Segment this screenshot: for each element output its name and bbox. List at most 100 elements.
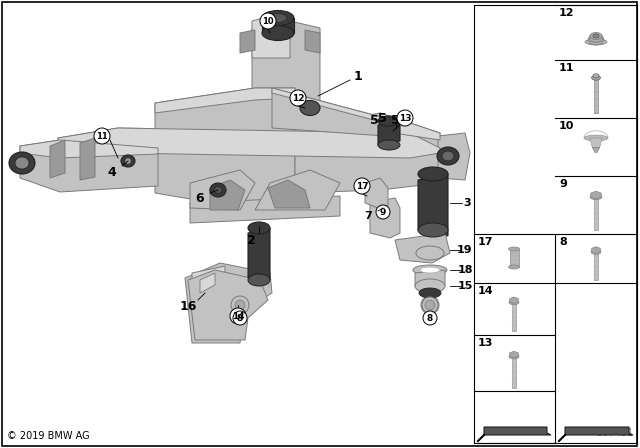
Ellipse shape <box>125 158 131 164</box>
Text: 10: 10 <box>559 121 574 131</box>
Polygon shape <box>252 13 290 58</box>
Ellipse shape <box>378 116 400 126</box>
Text: 9: 9 <box>380 207 386 216</box>
Polygon shape <box>370 198 400 238</box>
Polygon shape <box>50 140 65 178</box>
Ellipse shape <box>214 186 222 194</box>
Ellipse shape <box>590 194 602 200</box>
Polygon shape <box>58 128 440 158</box>
Ellipse shape <box>509 265 520 269</box>
Ellipse shape <box>593 74 599 78</box>
Polygon shape <box>305 30 320 53</box>
Polygon shape <box>418 174 448 236</box>
Polygon shape <box>438 133 470 180</box>
Text: 18: 18 <box>457 265 473 275</box>
Polygon shape <box>380 113 440 140</box>
Text: 17: 17 <box>478 237 493 247</box>
Text: 8: 8 <box>559 237 567 247</box>
Ellipse shape <box>420 267 440 273</box>
Circle shape <box>94 128 110 144</box>
Polygon shape <box>185 263 272 343</box>
Polygon shape <box>591 191 601 199</box>
Ellipse shape <box>416 246 444 260</box>
Ellipse shape <box>509 354 519 359</box>
Text: 3: 3 <box>463 198 471 208</box>
Circle shape <box>376 205 390 219</box>
Circle shape <box>233 311 247 325</box>
Circle shape <box>235 300 245 310</box>
Polygon shape <box>262 18 294 33</box>
Circle shape <box>230 308 246 324</box>
Text: 13: 13 <box>399 113 412 122</box>
FancyBboxPatch shape <box>509 249 518 267</box>
FancyBboxPatch shape <box>594 78 598 113</box>
Circle shape <box>421 296 439 314</box>
Polygon shape <box>378 121 400 145</box>
Polygon shape <box>509 351 518 358</box>
Ellipse shape <box>300 100 320 116</box>
Text: 507451: 507451 <box>596 428 633 438</box>
Ellipse shape <box>593 34 599 38</box>
Polygon shape <box>190 170 255 210</box>
Text: 1: 1 <box>354 69 362 82</box>
Text: 13: 13 <box>478 338 493 348</box>
Polygon shape <box>192 266 225 288</box>
Ellipse shape <box>262 10 294 26</box>
Text: 5: 5 <box>390 113 399 126</box>
Ellipse shape <box>584 135 608 141</box>
Text: 4: 4 <box>108 165 116 178</box>
Ellipse shape <box>210 183 226 197</box>
Text: 12: 12 <box>292 94 304 103</box>
Ellipse shape <box>585 39 607 45</box>
Polygon shape <box>509 297 518 304</box>
Polygon shape <box>248 228 270 280</box>
Ellipse shape <box>248 222 270 234</box>
Text: © 2019 BMW AG: © 2019 BMW AG <box>7 431 90 441</box>
Ellipse shape <box>591 250 601 254</box>
Text: 10: 10 <box>262 17 274 26</box>
Text: 8: 8 <box>237 314 243 323</box>
Polygon shape <box>295 113 440 193</box>
Polygon shape <box>80 138 95 180</box>
Circle shape <box>423 311 437 325</box>
Text: 16: 16 <box>179 300 196 313</box>
Polygon shape <box>395 233 450 263</box>
Polygon shape <box>210 180 245 210</box>
Text: 5: 5 <box>378 112 387 125</box>
Ellipse shape <box>121 155 135 167</box>
Polygon shape <box>20 140 158 192</box>
Circle shape <box>125 158 131 164</box>
Ellipse shape <box>442 151 454 161</box>
Polygon shape <box>200 273 215 293</box>
Ellipse shape <box>15 157 29 169</box>
Ellipse shape <box>262 26 294 40</box>
Text: 19: 19 <box>457 245 473 255</box>
FancyBboxPatch shape <box>594 197 598 230</box>
Ellipse shape <box>418 167 448 181</box>
Text: 2: 2 <box>246 233 255 246</box>
Polygon shape <box>58 128 440 183</box>
Ellipse shape <box>509 300 519 305</box>
Ellipse shape <box>590 33 602 39</box>
Text: 5: 5 <box>370 113 378 126</box>
Ellipse shape <box>413 265 447 275</box>
Text: 14: 14 <box>232 311 244 320</box>
Polygon shape <box>240 30 255 53</box>
Polygon shape <box>252 21 320 103</box>
Polygon shape <box>593 147 600 152</box>
Ellipse shape <box>509 247 520 251</box>
Circle shape <box>231 296 249 314</box>
Text: 12: 12 <box>559 8 575 18</box>
Ellipse shape <box>248 274 270 286</box>
Circle shape <box>260 13 276 29</box>
Circle shape <box>290 90 306 106</box>
Text: 14: 14 <box>478 286 493 296</box>
Circle shape <box>354 178 370 194</box>
Polygon shape <box>190 196 340 223</box>
Ellipse shape <box>415 279 445 293</box>
Polygon shape <box>590 138 602 147</box>
FancyBboxPatch shape <box>512 357 516 388</box>
Polygon shape <box>20 140 158 158</box>
Circle shape <box>425 300 435 310</box>
Text: 15: 15 <box>458 281 473 291</box>
